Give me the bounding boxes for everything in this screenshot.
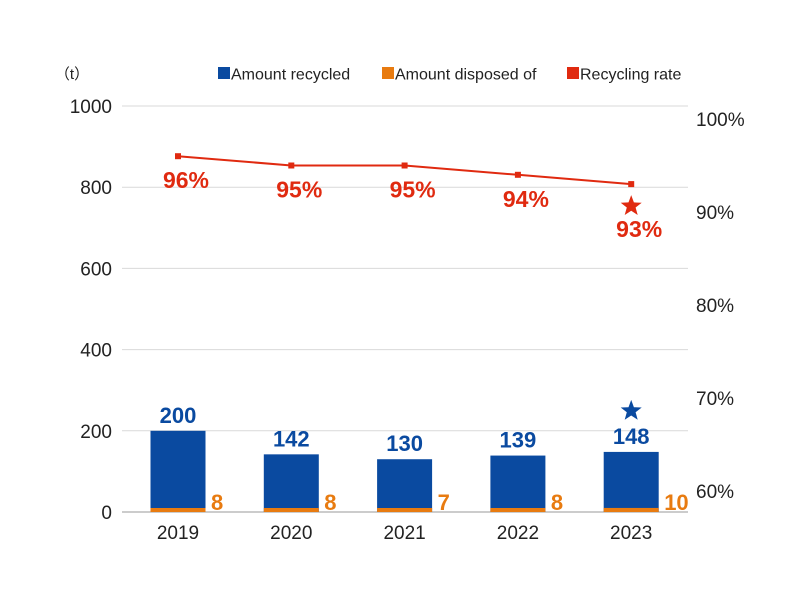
- y-left-tick-label: 1000: [70, 97, 112, 118]
- recycling-rate-point: [288, 162, 295, 169]
- bar-amount-disposed: [263, 508, 319, 512]
- y-right-tick-label: 70%: [696, 389, 734, 410]
- bar-amount-disposed: [490, 508, 546, 512]
- recycled-value-label: 130: [386, 431, 423, 456]
- bar-amount-disposed: [603, 507, 659, 512]
- x-tick-label: 2023: [610, 523, 652, 544]
- bar-amount-recycled: [490, 455, 546, 512]
- legend-label: Amount recycled: [231, 67, 350, 84]
- star-icon: [620, 195, 642, 215]
- disposed-value-label: 8: [324, 490, 336, 515]
- x-tick-label: 2020: [270, 523, 312, 544]
- legend-label: Recycling rate: [580, 67, 681, 84]
- x-tick-label: 2021: [383, 523, 425, 544]
- x-tick-label: 2022: [497, 523, 539, 544]
- y-left-tick-label: 400: [80, 341, 112, 362]
- rate-value-label: 96%: [163, 167, 209, 193]
- bar-amount-disposed: [377, 508, 433, 512]
- y-right-tick-label: 60%: [696, 482, 734, 503]
- rate-value-label: 95%: [390, 177, 436, 203]
- recycling-rate-point: [628, 181, 635, 188]
- rate-value-label: 94%: [503, 186, 549, 212]
- star-icon: [620, 399, 642, 420]
- disposed-value-label: 8: [211, 490, 223, 515]
- recycling-rate-point: [175, 153, 181, 160]
- recycling-rate-point: [401, 162, 408, 169]
- bar-amount-recycled: [603, 451, 659, 512]
- recycled-value-label: 139: [500, 428, 537, 453]
- y-right-tick-label: 80%: [696, 296, 734, 317]
- recycled-value-label: 148: [613, 424, 650, 449]
- y-left-tick-label: 0: [101, 503, 112, 524]
- rate-value-label: 95%: [276, 177, 322, 203]
- y-left-tick-label: 200: [80, 422, 112, 443]
- rate-value-label: 93%: [616, 216, 662, 242]
- x-tick-label: 2019: [157, 523, 199, 544]
- bar-amount-disposed: [150, 508, 206, 512]
- y-left-tick-label: 600: [80, 259, 112, 280]
- recycling-rate-point: [514, 171, 521, 178]
- bar-amount-recycled: [377, 459, 433, 512]
- disposed-value-label: 8: [551, 490, 563, 515]
- legend-swatch: [218, 67, 230, 79]
- y-left-tick-label: 800: [80, 178, 112, 199]
- disposed-value-label: 10: [664, 490, 688, 515]
- bar-amount-recycled: [150, 430, 206, 512]
- recycled-value-label: 142: [273, 426, 310, 451]
- bar-amount-recycled: [263, 454, 319, 512]
- unit-label: （t）: [55, 66, 89, 83]
- disposed-value-label: 7: [438, 490, 450, 515]
- legend-label: Amount disposed of: [395, 67, 537, 84]
- y-right-tick-label: 100%: [696, 110, 745, 131]
- legend-swatch: [382, 67, 394, 79]
- y-right-tick-label: 90%: [696, 203, 734, 224]
- legend-swatch: [567, 67, 579, 79]
- recycled-value-label: 200: [160, 403, 197, 428]
